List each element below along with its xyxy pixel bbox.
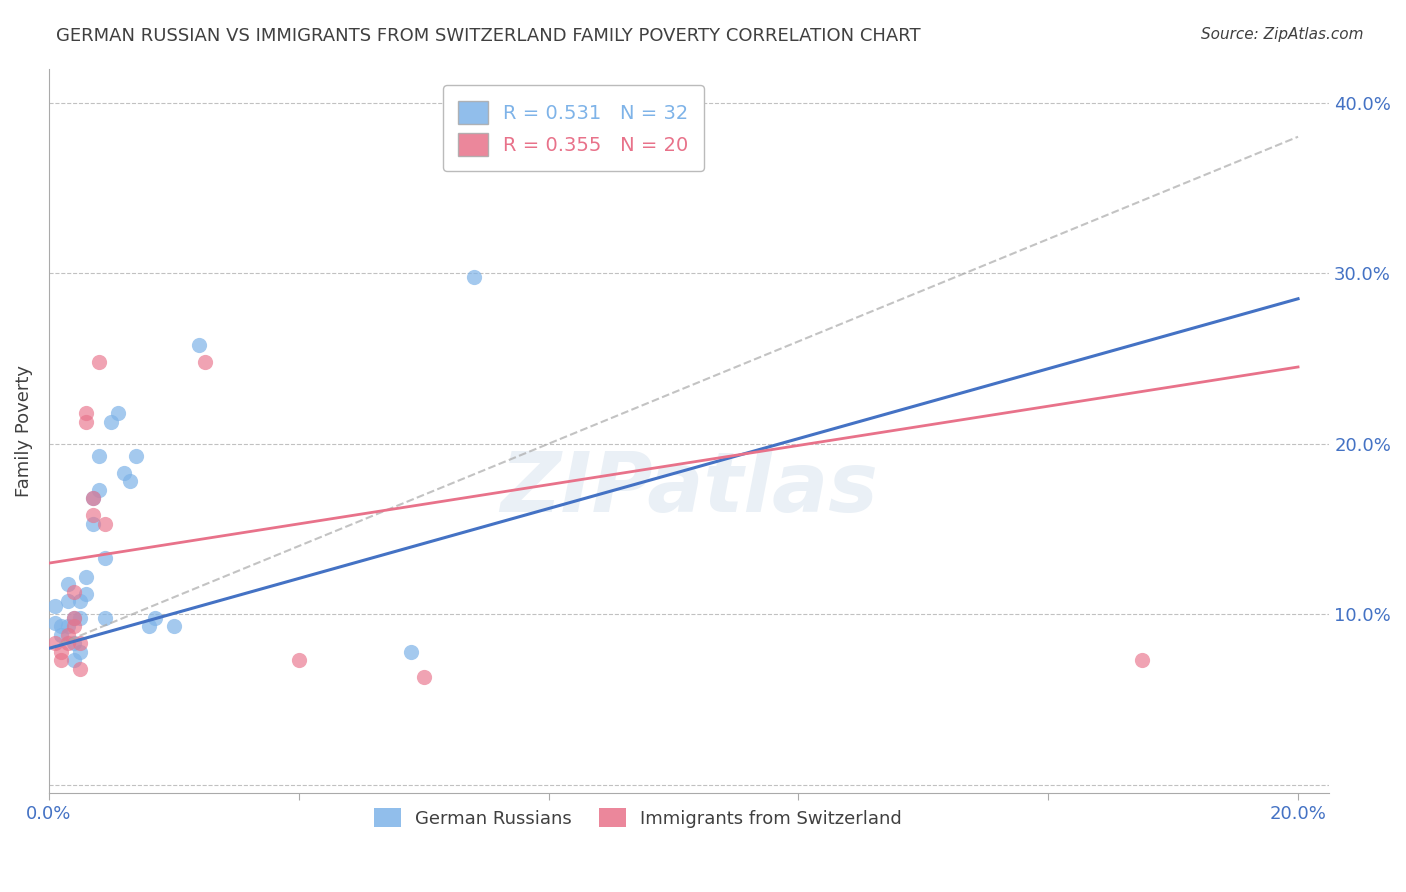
- Point: [63, 585, 86, 599]
- Text: ZIPatlas: ZIPatlas: [501, 449, 879, 530]
- Point: [87, 355, 110, 369]
- Point: [125, 449, 148, 463]
- Point: [399, 645, 422, 659]
- Point: [143, 610, 166, 624]
- Text: Source: ZipAtlas.com: Source: ZipAtlas.com: [1201, 27, 1364, 42]
- Point: [63, 610, 86, 624]
- Point: [51, 653, 73, 667]
- Point: [82, 491, 104, 506]
- Point: [63, 653, 86, 667]
- Point: [56, 628, 79, 642]
- Point: [75, 415, 97, 429]
- Point: [112, 466, 135, 480]
- Point: [69, 662, 91, 676]
- Point: [412, 670, 434, 684]
- Point: [94, 610, 117, 624]
- Point: [75, 570, 97, 584]
- Point: [463, 269, 485, 284]
- Point: [56, 619, 79, 633]
- Y-axis label: Family Poverty: Family Poverty: [15, 365, 32, 497]
- Point: [194, 355, 217, 369]
- Point: [87, 483, 110, 497]
- Point: [44, 636, 66, 650]
- Point: [107, 406, 129, 420]
- Point: [44, 599, 66, 613]
- Point: [51, 645, 73, 659]
- Point: [1130, 653, 1153, 667]
- Point: [138, 619, 160, 633]
- Point: [163, 619, 186, 633]
- Point: [120, 475, 142, 489]
- Point: [56, 636, 79, 650]
- Point: [51, 619, 73, 633]
- Point: [51, 628, 73, 642]
- Text: GERMAN RUSSIAN VS IMMIGRANTS FROM SWITZERLAND FAMILY POVERTY CORRELATION CHART: GERMAN RUSSIAN VS IMMIGRANTS FROM SWITZE…: [56, 27, 921, 45]
- Point: [100, 415, 122, 429]
- Point: [56, 593, 79, 607]
- Point: [44, 615, 66, 630]
- Point: [75, 587, 97, 601]
- Point: [63, 610, 86, 624]
- Point: [69, 610, 91, 624]
- Legend: German Russians, Immigrants from Switzerland: German Russians, Immigrants from Switzer…: [367, 801, 910, 835]
- Point: [82, 516, 104, 531]
- Point: [63, 636, 86, 650]
- Point: [94, 516, 117, 531]
- Point: [94, 551, 117, 566]
- Point: [56, 576, 79, 591]
- Point: [87, 449, 110, 463]
- Point: [69, 593, 91, 607]
- Point: [69, 636, 91, 650]
- Point: [69, 645, 91, 659]
- Point: [75, 406, 97, 420]
- Point: [63, 619, 86, 633]
- Point: [82, 491, 104, 506]
- Point: [82, 508, 104, 523]
- Point: [187, 338, 209, 352]
- Point: [288, 653, 311, 667]
